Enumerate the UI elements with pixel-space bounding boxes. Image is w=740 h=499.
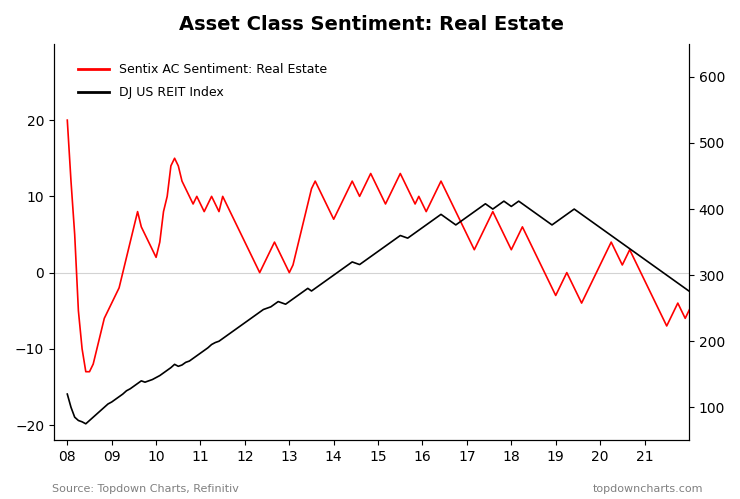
Text: topdowncharts.com: topdowncharts.com (593, 484, 703, 494)
Text: Source: Topdown Charts, Refinitiv: Source: Topdown Charts, Refinitiv (52, 484, 239, 494)
Title: Asset Class Sentiment: Real Estate: Asset Class Sentiment: Real Estate (179, 15, 564, 34)
Legend: Sentix AC Sentiment: Real Estate, DJ US REIT Index: Sentix AC Sentiment: Real Estate, DJ US … (73, 58, 332, 104)
